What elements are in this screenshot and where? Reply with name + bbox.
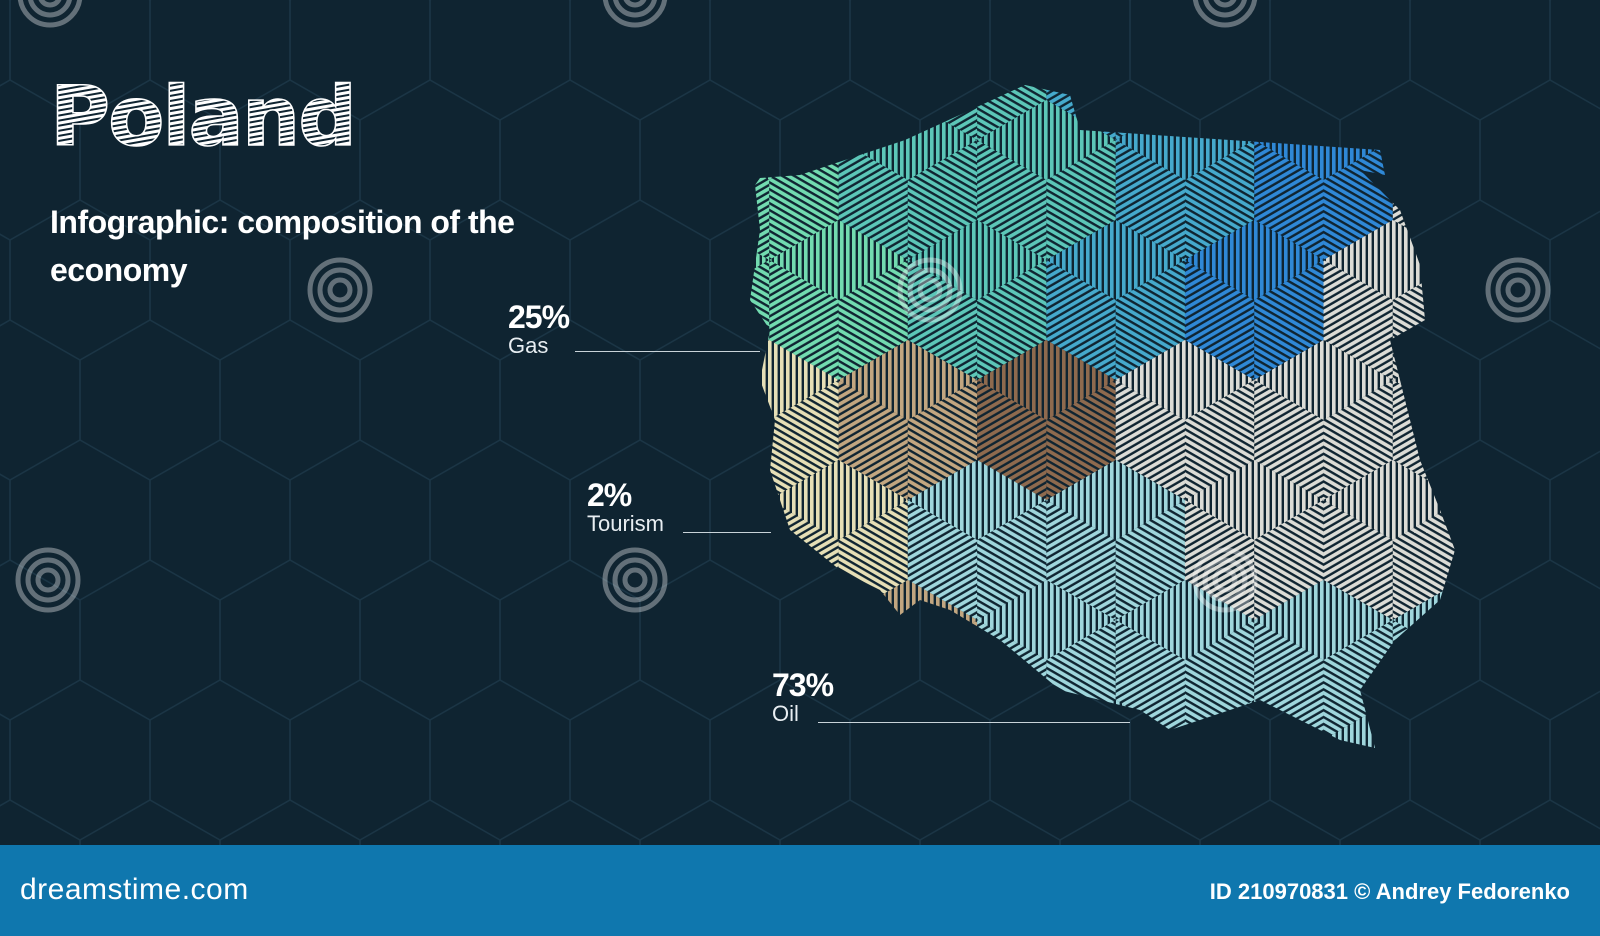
- watermark-spiral-icon: [17, 0, 83, 28]
- stat-percent: 73%: [772, 667, 834, 703]
- map-tile: [907, 460, 1047, 620]
- map-tile: [1115, 340, 1255, 500]
- map-tile: [1184, 220, 1324, 380]
- leader-line-gas: [575, 351, 760, 352]
- stat-label: Gas: [508, 333, 549, 358]
- map-tile: [1046, 460, 1185, 620]
- watermark-spiral-icon: [1192, 547, 1258, 613]
- stat-label: Oil: [772, 701, 799, 726]
- footer-bar: dreamstime.com ID 210970831 © Andrey Fed…: [0, 845, 1600, 936]
- stat-tourism: 2% Tourism: [587, 478, 664, 536]
- stat-gas: 25% Gas: [508, 299, 570, 358]
- page-title: Poland: [50, 70, 355, 165]
- map-tile: [977, 340, 1116, 500]
- watermark-spiral-icon: [307, 257, 373, 323]
- subtitle: Infographic: composition of the economy: [50, 204, 515, 288]
- map-tile: [769, 85, 908, 140]
- stat-label: Tourism: [587, 511, 665, 536]
- watermark-spiral-icon: [15, 547, 81, 613]
- poland-map: [750, 85, 1455, 748]
- map-tile: [750, 220, 770, 380]
- map-tile: [769, 220, 908, 380]
- stat-percent: 25%: [508, 299, 570, 335]
- stat-percent: 2%: [587, 477, 632, 513]
- map-graphic: Poland: [0, 0, 1600, 845]
- watermark-spiral-icon: [602, 0, 668, 28]
- map-tile: [1184, 460, 1324, 620]
- watermark: [15, 0, 1551, 613]
- infographic-canvas: Poland Infographic: composition of the e…: [0, 0, 1600, 845]
- map-tile: [1323, 460, 1455, 620]
- map-tile: [907, 220, 1047, 380]
- watermark-spiral-icon: [1485, 257, 1551, 323]
- map-tile: [1046, 220, 1185, 380]
- watermark-spiral-icon: [1192, 0, 1258, 28]
- leader-line-tourism: [683, 532, 771, 533]
- map-tile: [838, 340, 978, 500]
- watermark-spiral-icon: [602, 547, 668, 613]
- image-credit: ID 210970831 © Andrey Fedorenko: [1209, 879, 1570, 904]
- leader-line-oil: [818, 722, 1130, 723]
- brand-logo[interactable]: dreamstime.com: [20, 873, 249, 906]
- map-tile: [1184, 700, 1324, 748]
- map-tile: [1323, 85, 1455, 140]
- watermark-spiral-icon: [897, 257, 963, 323]
- map-tile: [750, 700, 770, 748]
- stat-oil: 73% Oil: [772, 667, 834, 726]
- map-tile: [1254, 340, 1393, 500]
- map-tile: [1392, 100, 1455, 260]
